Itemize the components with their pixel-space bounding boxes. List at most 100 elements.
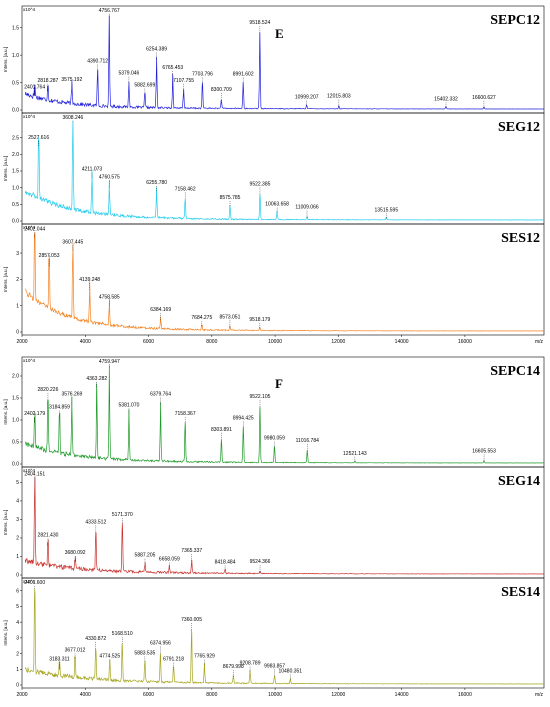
peak-label: 2820.226 (38, 387, 59, 393)
y-exponent: x10^4 (23, 225, 36, 230)
panel-frame (21, 356, 545, 468)
figure-letter: E (275, 26, 284, 41)
y-tick-label: 1.0 (12, 185, 19, 191)
peak-label: 2404.151 (24, 471, 45, 477)
peak-label: 7107.755 (173, 78, 194, 84)
y-tick-label: 0.0 (12, 462, 19, 468)
y-tick-label: 0.0 (12, 108, 19, 114)
peak-label: 2821.430 (38, 532, 59, 538)
x-tick-label: 12000 (331, 339, 345, 345)
y-tick-label: 0 (16, 330, 19, 336)
peak-label: 10063.658 (265, 202, 289, 208)
peak-label: 13515.595 (374, 207, 398, 213)
y-tick-label: 1.5 (12, 169, 19, 175)
y-axis-title: Intens. [a.u.] (3, 510, 8, 535)
y-exponent: x10^4 (23, 468, 36, 473)
peak-label: 2818.287 (37, 78, 58, 84)
peak-label: 9522.105 (250, 394, 271, 400)
peak-label: 5883.535 (134, 650, 155, 656)
y-tick-label: 3 (16, 251, 19, 257)
peak-label: 6384.169 (150, 307, 171, 313)
peak-label: 7365.337 (181, 548, 202, 554)
x-tick-label: 2000 (16, 692, 27, 698)
sample-title: SEG12 (498, 120, 540, 135)
peak-label: 8573.051 (220, 314, 241, 320)
y-axis-title: Intens. [a.u.] (3, 620, 8, 645)
spectrum-panel-sepc12: 0.0 0.5 1.0 1.5 Intens. [a.u.] x10^4 2401.7642… (3, 5, 545, 114)
x-tick-label: 4000 (80, 339, 91, 345)
peak-label: 5882.699 (134, 83, 155, 89)
y-tick-label: 2.5 (12, 135, 19, 141)
y-tick-label: 1.0 (12, 418, 19, 424)
peak-label: 8300.709 (211, 87, 232, 93)
y-tick-label: 2 (16, 536, 19, 542)
y-tick-label: 1 (16, 667, 19, 673)
peak-label: 8303.891 (211, 427, 232, 433)
x-unit-label: m/z (535, 339, 544, 345)
peak-label: 5379.046 (118, 71, 139, 77)
peak-label: 10999.207 (295, 95, 319, 101)
y-tick-label: 6 (16, 588, 19, 594)
peak-label: 3575.192 (61, 77, 82, 83)
peak-label: 10480.351 (278, 669, 302, 675)
sample-title: SES14 (501, 585, 540, 600)
x-tick-label: 12000 (331, 692, 345, 698)
peak-label: 9980.059 (264, 435, 285, 441)
peak-label: 4333.512 (85, 519, 106, 525)
x-tick-label: 8000 (206, 692, 217, 698)
sample-title: SEPC14 (490, 364, 540, 379)
peak-label: 6255.780 (146, 180, 167, 186)
peak-label: 4756.767 (99, 8, 120, 14)
x-tick-label: 14000 (395, 692, 409, 698)
peak-label: 11009.066 (295, 205, 318, 211)
y-exponent: x10^4 (23, 7, 36, 12)
y-tick-label: 3 (16, 636, 19, 642)
y-tick-label: 0.5 (12, 202, 19, 208)
peak-label: 6658.059 (159, 557, 180, 563)
y-tick-label: 4 (16, 499, 19, 505)
peak-label: 12015.803 (327, 94, 351, 100)
spectrum-trace (24, 121, 544, 221)
sample-title: SEG14 (498, 474, 540, 489)
peak-label: 16605.553 (472, 448, 496, 454)
figure-letter: F (275, 376, 283, 391)
y-tick-label: 2.0 (12, 152, 19, 158)
y-tick-label: 5 (16, 604, 19, 610)
y-tick-label: 1 (16, 303, 19, 309)
peak-label: 4211.073 (82, 167, 103, 173)
peak-label: 7158.367 (175, 411, 196, 417)
peak-label: 8679.998 (223, 664, 244, 670)
y-tick-label: 2 (16, 651, 19, 657)
y-axis-title: Intens. [a.u.] (3, 156, 8, 181)
peak-label: 2857.053 (39, 253, 60, 259)
peak-label: 8994.425 (233, 416, 254, 422)
x-axis: 2000 4000 6000 8000 10000 12000 14000 16000 m/z (16, 335, 543, 345)
peak-label: 7703.796 (192, 72, 213, 78)
peak-label: 2401.764 (24, 85, 45, 91)
panel-frame (21, 577, 545, 689)
sample-title: SES12 (501, 231, 540, 246)
peak-label: 12521.143 (343, 451, 367, 457)
peak-label: 8991.602 (233, 72, 254, 78)
y-tick-label: 5 (16, 480, 19, 486)
peak-label: 4139.248 (79, 277, 100, 283)
y-tick-label: 0.5 (12, 440, 19, 446)
peak-label: 6374.956 (150, 641, 171, 647)
x-unit-label: m/z (535, 692, 544, 698)
peak-label: 9983.857 (264, 663, 285, 669)
peak-label: 3183.311 (49, 656, 70, 662)
peak-label: 4759.947 (99, 359, 120, 365)
x-tick-label: 10000 (268, 339, 282, 345)
y-tick-label: 3 (16, 517, 19, 523)
peak-label: 9518.524 (249, 20, 270, 26)
y-tick-label: 4 (16, 620, 19, 626)
x-tick-label: 10000 (268, 692, 282, 698)
peak-label: 4390.712 (87, 59, 108, 65)
x-axis: 2000 4000 6000 8000 10000 12000 14000 16000 m/z (16, 688, 543, 698)
spectrum-panel-sepc14: 0.0 0.5 1.0 1.5 2.0 Intens. [a.u.] x10^4 2402.1… (3, 356, 545, 468)
peak-label: 11016.784 (296, 438, 319, 444)
x-tick-label: 16000 (458, 692, 472, 698)
y-axis-title: Intens. [a.u.] (3, 47, 8, 72)
